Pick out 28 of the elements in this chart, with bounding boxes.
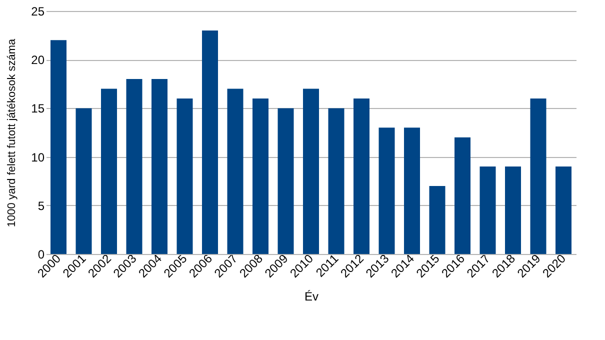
bar bbox=[480, 166, 496, 254]
bar bbox=[530, 98, 546, 254]
y-tick-label: 25 bbox=[31, 4, 45, 18]
y-tick-label: 15 bbox=[31, 102, 45, 116]
bar bbox=[454, 137, 470, 254]
bar bbox=[252, 98, 268, 254]
bar bbox=[76, 108, 92, 254]
bar bbox=[101, 88, 117, 254]
y-tick-label: 20 bbox=[31, 53, 45, 68]
bar bbox=[303, 88, 319, 254]
bar bbox=[152, 79, 168, 254]
bar bbox=[354, 98, 370, 254]
y-axis-title: 1000 yard felett futott játékosok száma bbox=[6, 38, 18, 228]
y-tick-label: 10 bbox=[31, 150, 45, 164]
bar bbox=[202, 30, 218, 254]
bar bbox=[328, 108, 344, 254]
bar bbox=[404, 128, 420, 254]
bar bbox=[278, 108, 294, 254]
bar bbox=[176, 98, 193, 254]
x-axis-title: Év bbox=[304, 290, 319, 304]
bar bbox=[227, 88, 244, 254]
bar bbox=[378, 128, 395, 254]
bar bbox=[556, 166, 572, 254]
y-tick-label: 5 bbox=[38, 198, 45, 213]
bar bbox=[50, 40, 66, 254]
bar bbox=[505, 166, 521, 254]
bar bbox=[126, 79, 142, 254]
bar bbox=[429, 186, 446, 254]
